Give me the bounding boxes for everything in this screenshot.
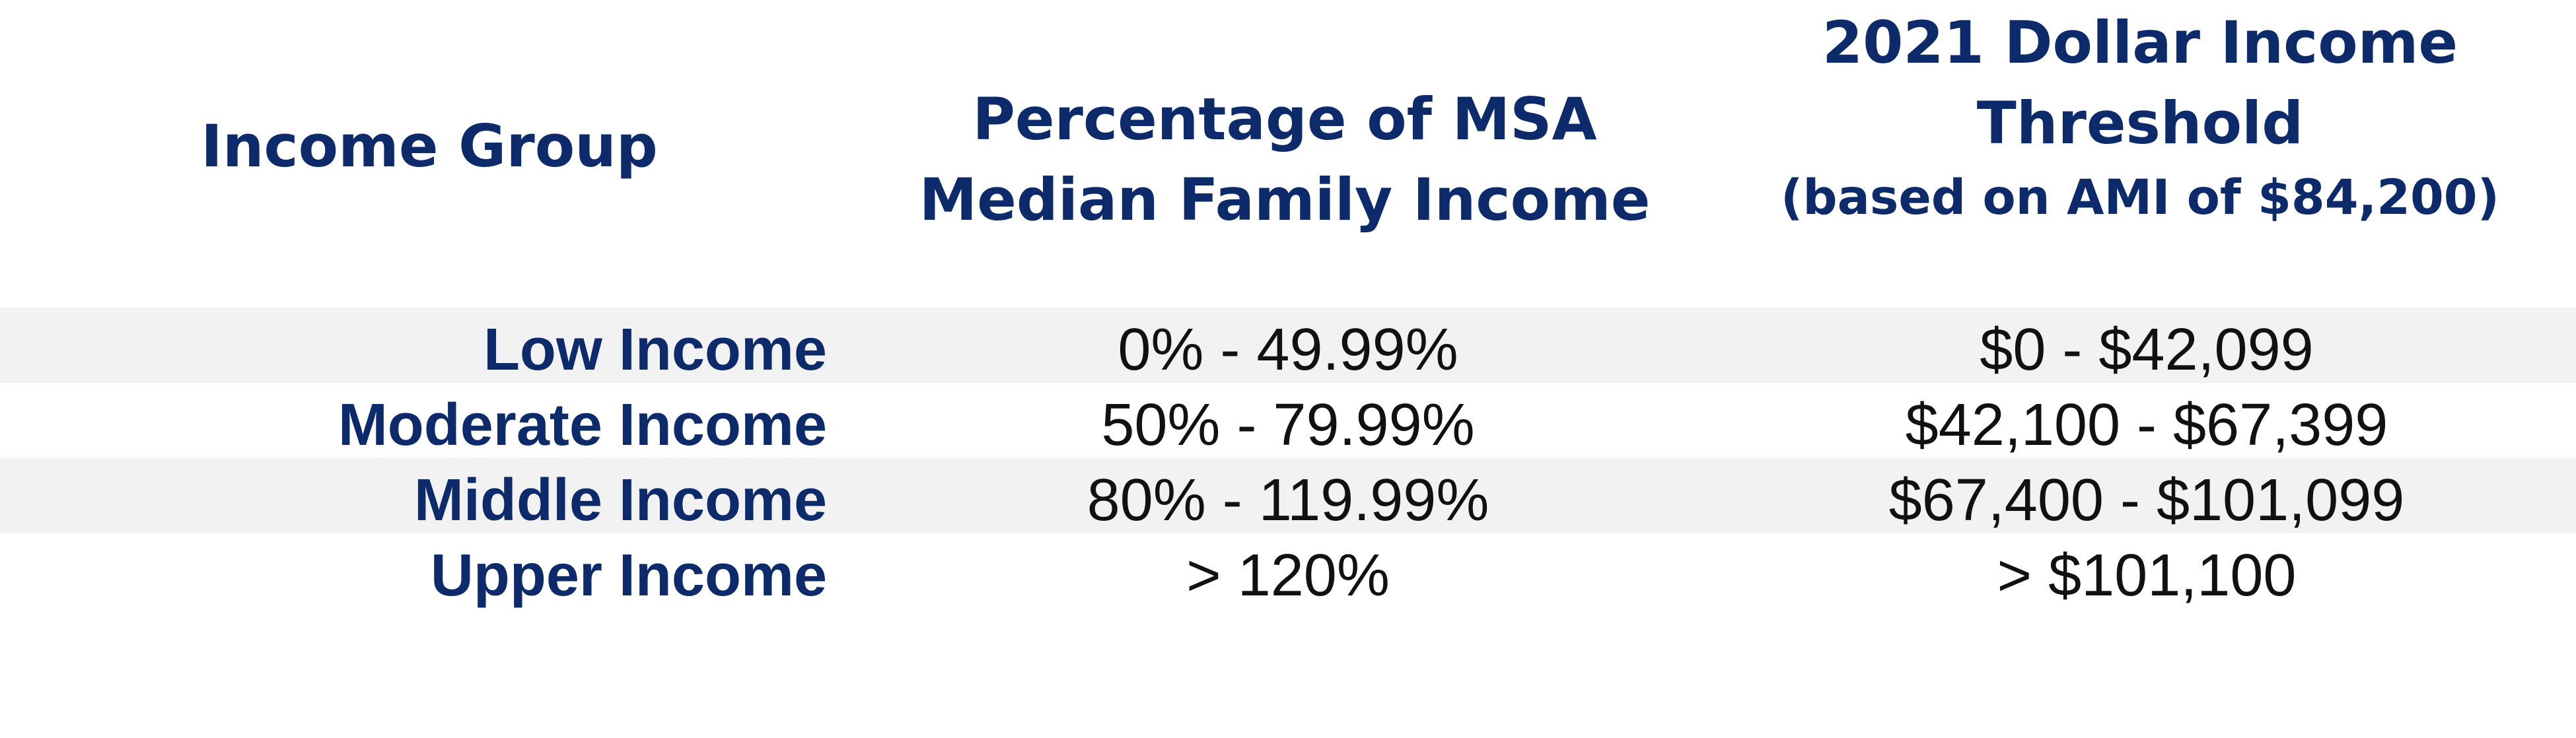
dollar-threshold-cell: $67,400 - $101,099: [1888, 467, 2405, 533]
table-row: Middle Income 80% - 119.99% $67,400 - $1…: [0, 458, 2576, 533]
column-header-percentage-line2: Median Family Income: [919, 166, 1651, 234]
table-row: Low Income 0% - 49.99% $0 - $42,099: [0, 308, 2576, 383]
dollar-threshold-cell: $42,100 - $67,399: [1905, 392, 2388, 458]
percentage-cell: > 120%: [1186, 543, 1390, 609]
income-group-cell: Upper Income: [430, 543, 827, 609]
column-header-dollar-line1: 2021 Dollar Income: [1822, 9, 2458, 77]
column-header-percentage: Percentage of MSA Median Family Income: [829, 79, 1740, 240]
column-header-income-group: Income Group: [201, 112, 658, 180]
column-header-dollar-line2: Threshold: [1976, 89, 2304, 157]
table-body: Low Income 0% - 49.99% $0 - $42,099 Mode…: [0, 308, 2576, 609]
dollar-threshold-cell: > $101,100: [1997, 543, 2297, 609]
percentage-cell: 0% - 49.99%: [1118, 317, 1458, 383]
column-header-dollar-threshold: 2021 Dollar Income Threshold (based on A…: [1711, 3, 2569, 232]
column-header-dollar-note: (based on AMI of $84,200): [1781, 170, 2499, 226]
percentage-cell: 50% - 79.99%: [1101, 392, 1475, 458]
income-group-cell: Middle Income: [413, 467, 827, 533]
income-group-cell: Moderate Income: [338, 392, 827, 458]
income-group-cell: Low Income: [483, 317, 827, 383]
column-header-percentage-line1: Percentage of MSA: [972, 85, 1597, 153]
percentage-cell: 80% - 119.99%: [1087, 467, 1489, 533]
dollar-threshold-cell: $0 - $42,099: [1980, 317, 2314, 383]
table-row: Moderate Income 50% - 79.99% $42,100 - $…: [0, 383, 2576, 458]
table-row: Upper Income > 120% > $101,100: [0, 533, 2576, 609]
